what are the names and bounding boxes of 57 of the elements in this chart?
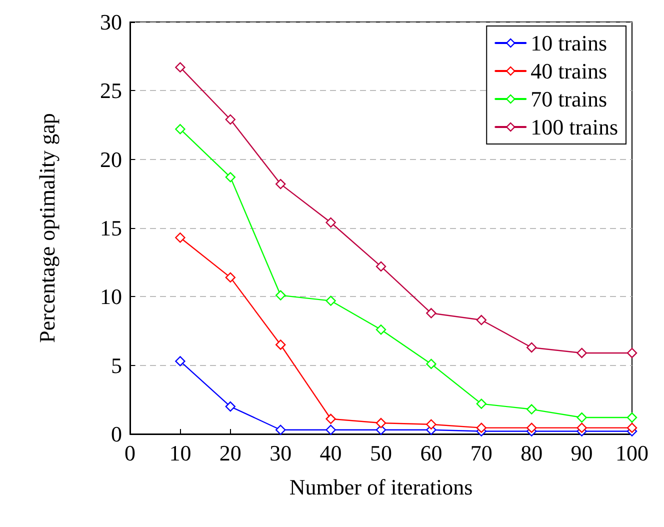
point [175,62,186,72]
x-tick-label: 30 [270,440,292,466]
y-tick-label: 5 [111,352,122,378]
point [225,114,236,125]
point [476,422,486,433]
point [276,178,286,190]
point [276,290,286,300]
x-tick-label: 20 [219,440,242,466]
y-tick-label: 20 [100,146,122,172]
point [326,424,336,435]
x-tick-label: 70 [470,440,492,466]
point [326,296,336,306]
point [426,308,436,318]
y-tick-label: 15 [100,216,122,240]
point [326,414,336,424]
point [225,272,236,283]
y-tick-label: 25 [100,78,122,104]
point [576,348,587,358]
y-axis-title: Percentage optimality gap [34,113,60,343]
x-tick-label: 90 [570,440,593,466]
legend-label: 70 trains [530,86,608,112]
x-tick-label: 40 [320,440,342,466]
point [576,422,587,433]
point [175,124,186,134]
point [576,412,587,423]
point [476,398,486,409]
point [276,424,286,435]
x-tick-label: 100 [616,440,648,466]
point [175,232,186,243]
point [225,401,236,412]
point [626,412,638,423]
legend-label: 100 trains [530,114,618,140]
point [426,419,436,430]
y-tick-label: 30 [100,10,122,34]
point [175,356,186,366]
x-axis-title: Number of iterations [289,474,473,500]
point [626,348,638,358]
x-tick-label: 50 [370,440,392,466]
point [326,217,336,228]
point [376,324,386,335]
y-tick-label: 10 [100,284,122,310]
point [526,404,537,414]
y-tick-label: 0 [111,422,122,446]
point [526,422,537,433]
point [476,314,486,326]
point [426,358,436,370]
point [225,172,236,182]
point [376,261,386,272]
x-tick-label: 60 [420,440,442,466]
x-tick-label: 10 [169,440,192,466]
point [376,418,386,428]
point [626,422,638,433]
point [526,342,537,353]
point [276,340,286,350]
legend-label: 40 trains [530,58,608,84]
legend-label: 10 trains [530,30,608,56]
x-tick-label: 80 [520,440,543,466]
